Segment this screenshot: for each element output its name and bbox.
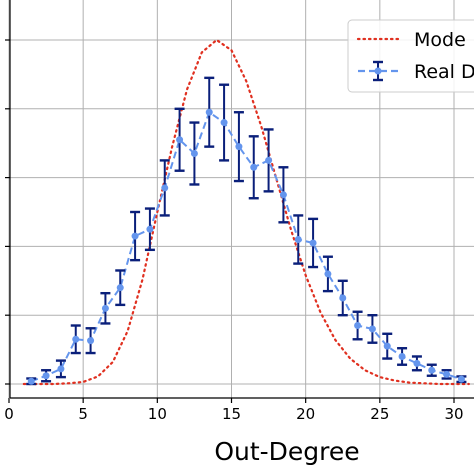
x-tick-labels: 0 5 10 15 20 25 30 bbox=[4, 405, 463, 423]
x-tick-label-5: 25 bbox=[370, 405, 389, 423]
data-point-7 bbox=[131, 232, 139, 240]
data-point-10 bbox=[176, 136, 184, 144]
data-point-6 bbox=[116, 284, 124, 292]
data-point-25 bbox=[398, 352, 406, 360]
x-tick-label-3: 15 bbox=[222, 405, 241, 423]
x-tick-label-2: 10 bbox=[148, 405, 167, 423]
data-point-11 bbox=[190, 150, 198, 158]
data-point-2 bbox=[57, 365, 65, 373]
model-line bbox=[22, 38, 470, 386]
model-series bbox=[22, 38, 470, 386]
data-point-20 bbox=[324, 270, 332, 278]
data-point-17 bbox=[279, 191, 287, 199]
data-point-22 bbox=[354, 322, 362, 330]
legend-real-label: Real D bbox=[414, 61, 474, 83]
data-point-4 bbox=[87, 337, 95, 345]
data-point-24 bbox=[383, 342, 391, 350]
data-point-26 bbox=[413, 359, 421, 367]
x-tick-label-6: 30 bbox=[444, 405, 463, 423]
data-point-0 bbox=[27, 377, 35, 385]
x-tick-label-0: 0 bbox=[4, 405, 14, 423]
data-point-9 bbox=[161, 184, 169, 192]
real-data-series bbox=[26, 76, 467, 386]
data-point-15 bbox=[250, 163, 258, 171]
data-point-23 bbox=[368, 325, 376, 333]
data-point-3 bbox=[72, 335, 80, 343]
data-point-27 bbox=[428, 366, 436, 374]
axes bbox=[5, 0, 474, 403]
data-point-29 bbox=[457, 375, 465, 383]
data-point-16 bbox=[265, 156, 273, 164]
x-tick-label-4: 20 bbox=[296, 405, 315, 423]
data-point-21 bbox=[339, 294, 347, 302]
data-point-19 bbox=[309, 239, 317, 247]
data-point-13 bbox=[220, 119, 228, 127]
legend-real-swatch bbox=[358, 60, 398, 82]
legend: Mode Real D bbox=[347, 19, 474, 93]
legend-model-label: Mode bbox=[414, 29, 466, 51]
data-point-8 bbox=[146, 225, 154, 233]
data-point-18 bbox=[294, 236, 302, 244]
data-point-14 bbox=[235, 143, 243, 151]
data-point-12 bbox=[205, 108, 213, 116]
x-axis-title: Out-Degree bbox=[214, 437, 359, 466]
data-point-28 bbox=[443, 370, 451, 378]
x-tick-label-1: 5 bbox=[78, 405, 88, 423]
data-point-1 bbox=[42, 372, 50, 380]
data-point-5 bbox=[101, 304, 109, 312]
